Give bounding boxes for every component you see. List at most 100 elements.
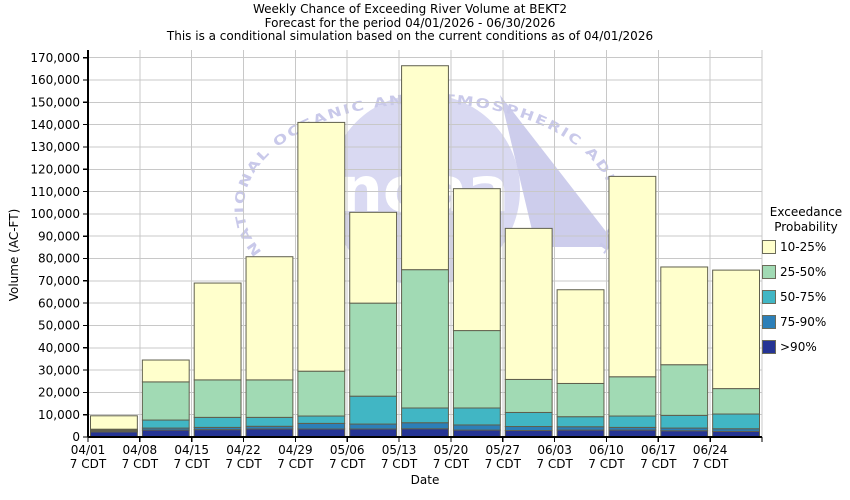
bar-05/13-segment-25-50% <box>401 269 449 409</box>
axes: 0 10,000 20,000 30,000 40,000 50,000 60,000 70,… <box>30 50 763 471</box>
x-tick-label-time: 7 CDT <box>536 457 573 471</box>
x-tick-label-date: 04/15 <box>174 443 209 457</box>
legend-item-gt-90: >90% <box>762 340 850 354</box>
legend-title: Exceedance Probability <box>769 205 843 234</box>
bar-04/29-segment-50-75% <box>297 415 346 424</box>
x-tick-label-date: 05/20 <box>434 443 469 457</box>
x-tick-label-date: 04/08 <box>123 443 158 457</box>
bar-05/27-segment-75-90% <box>504 426 553 432</box>
x-tick-label-date: 06/10 <box>589 443 624 457</box>
legend-swatch-75-90 <box>762 315 776 329</box>
legend-item-10-25: 10-25% <box>762 240 850 254</box>
bar-04/15-segment-25-50% <box>193 379 242 418</box>
x-tick-label-date: 06/17 <box>641 443 676 457</box>
x-tick-label-time: 7 CDT <box>70 457 107 471</box>
y-tick-label: 60,000 <box>38 296 80 310</box>
bar-05/13-segment-50-75% <box>401 407 449 424</box>
legend-swatch-25-50 <box>762 265 776 279</box>
x-tick-label-date: 06/24 <box>693 443 728 457</box>
bar-05/27-segment->90% <box>504 430 553 438</box>
y-tick-label: 110,000 <box>30 185 80 199</box>
bar-05/06-segment-75-90% <box>349 423 398 430</box>
bar-05/20-segment->90% <box>452 429 501 438</box>
bar-04/22-segment->90% <box>245 428 294 438</box>
bar-05/06-segment-10-25% <box>349 211 398 304</box>
bar-06/10-segment-10-25% <box>608 175 657 378</box>
bar-06/17-segment-10-25% <box>660 266 709 366</box>
x-tick-label-date: 06/03 <box>537 443 572 457</box>
y-tick-label: 150,000 <box>30 96 80 110</box>
bar-05/06-segment-25-50% <box>349 302 398 397</box>
bar-05/13-segment->90% <box>401 428 449 438</box>
bar-06/10-segment-50-75% <box>608 415 657 428</box>
y-tick-label: 20,000 <box>38 386 80 400</box>
bar-05/27-segment-10-25% <box>504 227 553 380</box>
x-tick-label-time: 7 CDT <box>329 457 366 471</box>
x-tick-label-time: 7 CDT <box>277 457 314 471</box>
bar-04/15-segment->90% <box>193 429 242 438</box>
x-tick-label-time: 7 CDT <box>122 457 159 471</box>
chart-subtitle-period: Forecast for the period 04/01/2026 - 06/… <box>264 15 556 30</box>
bar-06/17-segment->90% <box>660 430 709 438</box>
bar-04/22-segment-50-75% <box>245 416 294 427</box>
y-tick-label: 120,000 <box>30 162 80 176</box>
bar-06/10-segment-25-50% <box>608 376 657 417</box>
bar-05/27-segment-50-75% <box>504 411 553 428</box>
y-tick-label: 10,000 <box>38 408 80 422</box>
x-tick-label-date: 05/13 <box>382 443 417 457</box>
bar-05/06-segment-50-75% <box>349 395 398 425</box>
title-block: Weekly Chance of Exceeding River Volume … <box>0 2 820 44</box>
y-tick-label: 160,000 <box>30 73 80 87</box>
bar-05/13-segment-75-90% <box>401 422 449 430</box>
chart-title: Weekly Chance of Exceeding River Volume … <box>252 2 567 16</box>
bar-05/06-segment->90% <box>349 428 398 438</box>
bar-06/10-segment->90% <box>608 429 657 438</box>
bar-05/20-segment-10-25% <box>452 188 501 332</box>
bar-04/22-segment-25-50% <box>245 379 294 418</box>
bar-06/03-segment->90% <box>556 429 605 438</box>
bar-05/20-segment-50-75% <box>452 407 501 426</box>
x-tick-label-date: 05/06 <box>330 443 365 457</box>
noaa-seagull-icon <box>500 95 618 247</box>
y-tick-label: 40,000 <box>38 341 80 355</box>
x-tick-label-time: 7 CDT <box>692 457 729 471</box>
legend-swatch-gt-90 <box>762 340 776 354</box>
legend-swatch-50-75 <box>762 290 776 304</box>
bar-05/27-segment-25-50% <box>504 378 553 413</box>
y-tick-label: 140,000 <box>30 118 80 132</box>
y-tick-label: 170,000 <box>30 51 80 65</box>
bar-06/03-segment-50-75% <box>556 416 605 428</box>
bar-06/24-segment-50-75% <box>712 413 761 430</box>
bar-04/29-segment-10-25% <box>297 121 346 372</box>
chart-subtitle-conditions: This is a conditional simulation based o… <box>166 29 654 43</box>
x-tick-label-time: 7 CDT <box>173 457 210 471</box>
x-tick-label-date: 05/27 <box>485 443 520 457</box>
bar-05/20-segment-75-90% <box>452 424 501 431</box>
bar-06/03-segment-75-90% <box>556 426 605 431</box>
bar-04/08-segment-25-50% <box>141 381 190 421</box>
bar-06/03-segment-25-50% <box>556 382 605 418</box>
x-tick-label-date: 04/29 <box>278 443 313 457</box>
y-tick-label: 70,000 <box>38 274 80 288</box>
bar-04/08-segment-10-25% <box>141 359 190 383</box>
legend: Exceedance Probability 10-25% 25-50% 50-… <box>762 205 850 365</box>
x-axis-label: Date <box>410 473 440 487</box>
y-tick-label: 130,000 <box>30 140 80 154</box>
x-tick-label-date: 04/22 <box>226 443 261 457</box>
bar-04/08-segment->90% <box>141 429 190 438</box>
legend-item-75-90: 75-90% <box>762 315 850 329</box>
x-tick-label-time: 7 CDT <box>225 457 262 471</box>
bar-06/17-segment-25-50% <box>660 364 709 416</box>
x-tick-label-time: 7 CDT <box>485 457 522 471</box>
bar-06/24-segment-25-50% <box>712 388 761 415</box>
y-tick-label: 80,000 <box>38 252 80 266</box>
bar-04/15-segment-10-25% <box>193 282 242 381</box>
bar-04/22-segment-10-25% <box>245 256 294 381</box>
bars <box>90 65 761 438</box>
legend-swatch-10-25 <box>762 240 776 254</box>
bar-04/29-segment-75-90% <box>297 422 346 430</box>
bar-05/13-segment-10-25% <box>401 65 449 271</box>
x-tick-label-time: 7 CDT <box>588 457 625 471</box>
bar-04/15-segment-50-75% <box>193 416 242 428</box>
